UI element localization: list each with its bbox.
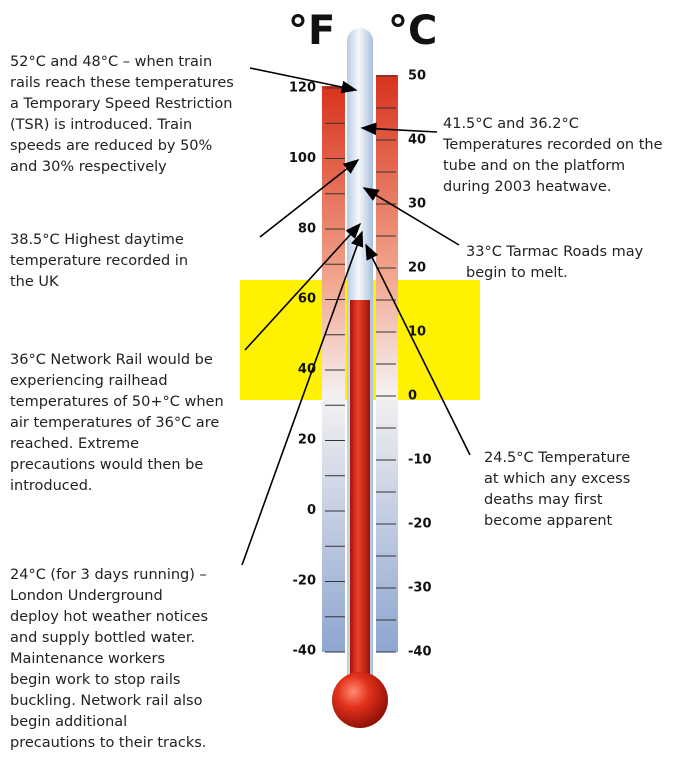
annotation-line: precautions to their tracks. bbox=[10, 733, 208, 754]
annotation-line: 52°C and 48°C – when train bbox=[10, 52, 234, 73]
f-tick-label: 80 bbox=[298, 221, 316, 236]
annotation-line: temperature recorded in bbox=[10, 251, 188, 272]
c-tick-label: 0 bbox=[408, 389, 417, 404]
f-tick-label: 40 bbox=[298, 362, 316, 377]
annotation-line: and supply bottled water. bbox=[10, 628, 208, 649]
annotation-line: reached. Extreme bbox=[10, 434, 224, 455]
annotation-line: buckling. Network rail also bbox=[10, 691, 208, 712]
annotation-line: experiencing railhead bbox=[10, 371, 224, 392]
annotation-line: deaths may first bbox=[484, 490, 630, 511]
c-tick-label: 10 bbox=[408, 325, 426, 340]
c-tick-label: 30 bbox=[408, 197, 426, 212]
annotation: 24°C (for 3 days running) –London Underg… bbox=[10, 565, 208, 754]
bulb bbox=[332, 672, 388, 728]
annotation-line: Temperatures recorded on the bbox=[443, 135, 663, 156]
annotation-line: temperatures of 50+°C when bbox=[10, 392, 224, 413]
annotation-line: precautions would then be bbox=[10, 455, 224, 476]
f-tick-label: 100 bbox=[289, 151, 316, 166]
annotation-line: London Underground bbox=[10, 586, 208, 607]
f-tick-label: 0 bbox=[307, 503, 316, 518]
annotation-line: 41.5°C and 36.2°C bbox=[443, 114, 663, 135]
c-tick-label: -40 bbox=[408, 645, 432, 660]
c-tick-label: 50 bbox=[408, 69, 426, 84]
annotation-line: 24.5°C Temperature bbox=[484, 448, 630, 469]
annotation-line: 24°C (for 3 days running) – bbox=[10, 565, 208, 586]
c-tick-label: -20 bbox=[408, 517, 432, 532]
c-tick-label: 20 bbox=[408, 261, 426, 276]
annotation-line: the UK bbox=[10, 272, 188, 293]
annotation-line: deploy hot weather notices bbox=[10, 607, 208, 628]
annotation-line: during 2003 heatwave. bbox=[443, 177, 663, 198]
annotation-line: a Temporary Speed Restriction bbox=[10, 94, 234, 115]
c-tick-label: 40 bbox=[408, 133, 426, 148]
annotation-line: at which any excess bbox=[484, 469, 630, 490]
annotation-line: begin additional bbox=[10, 712, 208, 733]
annotation-line: tube and on the platform bbox=[443, 156, 663, 177]
f-tick-label: -20 bbox=[293, 573, 317, 588]
f-tick-label: 20 bbox=[298, 433, 316, 448]
annotation-line: and 30% respectively bbox=[10, 157, 234, 178]
annotation-line: (TSR) is introduced. Train bbox=[10, 115, 234, 136]
annotation-line: 38.5°C Highest daytime bbox=[10, 230, 188, 251]
annotation-line: begin to melt. bbox=[466, 263, 643, 284]
annotation-line: speeds are reduced by 50% bbox=[10, 136, 234, 157]
annotation-line: rails reach these temperatures bbox=[10, 73, 234, 94]
infographic: °F °C 120100806040200-20-4050403020100-1… bbox=[0, 0, 688, 760]
annotation-line: 33°C Tarmac Roads may bbox=[466, 242, 643, 263]
c-tick-label: -30 bbox=[408, 581, 432, 596]
f-unit: °F bbox=[288, 8, 335, 54]
f-tick-label: 120 bbox=[289, 81, 316, 96]
f-scale-bar bbox=[322, 86, 345, 652]
annotation-line: introduced. bbox=[10, 476, 224, 497]
c-unit: °C bbox=[388, 8, 437, 54]
arrow bbox=[362, 128, 437, 132]
f-tick-label: 60 bbox=[298, 292, 316, 307]
annotation-line: Maintenance workers bbox=[10, 649, 208, 670]
annotation-line: air temperatures of 36°C are bbox=[10, 413, 224, 434]
c-tick-label: -10 bbox=[408, 453, 432, 468]
annotation-line: begin work to stop rails bbox=[10, 670, 208, 691]
annotation-line: become apparent bbox=[484, 511, 630, 532]
f-tick-label: -40 bbox=[293, 644, 317, 659]
annotation-line: 36°C Network Rail would be bbox=[10, 350, 224, 371]
mercury bbox=[350, 300, 370, 700]
